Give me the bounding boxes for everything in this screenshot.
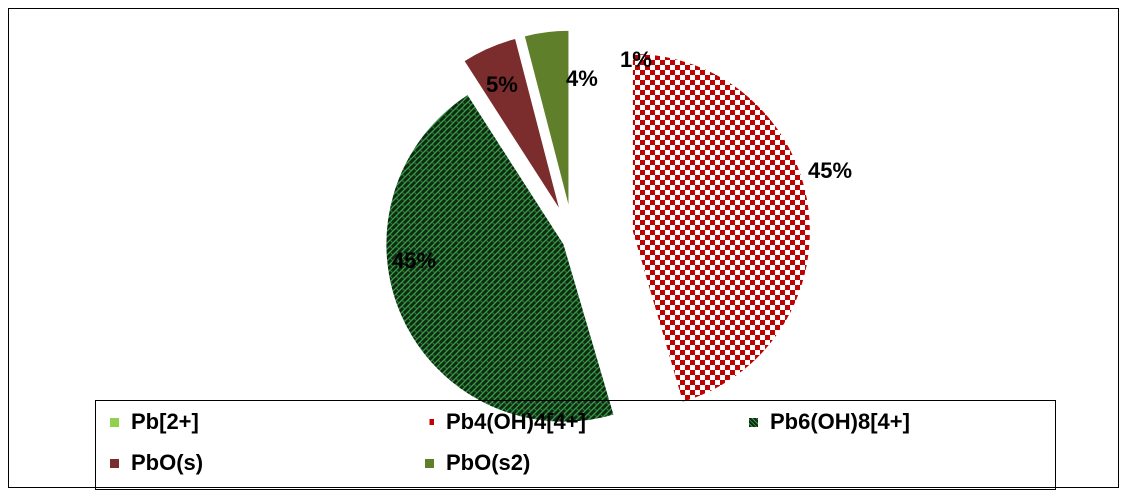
legend-swatch [749, 417, 758, 427]
legend-label: PbO(s2) [446, 450, 531, 475]
legend-swatch [110, 458, 119, 468]
legend-label: Pb[2+] [131, 409, 199, 434]
legend-swatch [110, 417, 119, 427]
legend-label: Pb4(OH)4[4+] [446, 409, 586, 434]
legend-item: PbO(s) [110, 450, 203, 476]
legend-item: Pb4(OH)4[4+] [425, 409, 586, 435]
pie-slice-pb4-oh-4-4 [631, 52, 811, 403]
data-label: 4% [566, 66, 598, 91]
data-label: 45% [808, 158, 852, 183]
legend-swatch [425, 419, 434, 425]
pie-slice-pbo-s [463, 37, 561, 211]
data-label: 45% [392, 248, 436, 273]
data-label: 5% [486, 72, 518, 97]
pie-slice-pbo-s2 [523, 29, 570, 209]
legend-item: Pb[2+] [110, 409, 199, 435]
pie-chart: 45% 45% 5% 4% 1% [385, 29, 852, 423]
legend-label: PbO(s) [131, 450, 204, 475]
legend-item: PbO(s2) [425, 450, 530, 476]
data-label: 1% [620, 47, 652, 72]
legend-label: Pb6(OH)8[4+] [770, 409, 910, 434]
legend-swatch [425, 458, 434, 468]
legend: Pb[2+] Pb4(OH)4[4+] Pb6(OH)8[4+] PbO(s) PbO(… [95, 400, 1056, 490]
legend-item: Pb6(OH)8[4+] [749, 409, 910, 435]
pie-slice-pb6-oh-8-4 [385, 93, 615, 423]
